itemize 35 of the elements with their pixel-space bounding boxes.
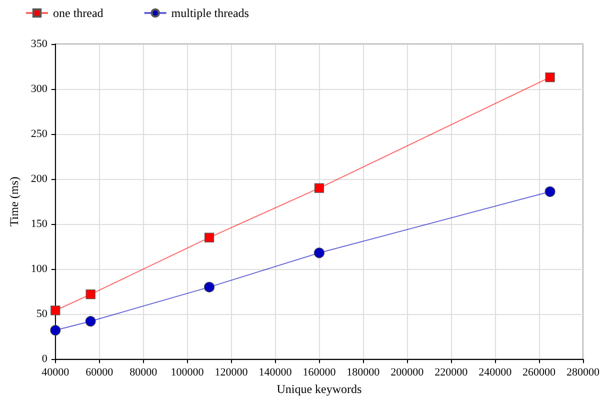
point [314,183,324,193]
x-tick-label: 40000 [42,366,70,379]
point [545,72,555,82]
x-tick-label: 100000 [170,366,204,379]
point [204,232,214,242]
x-tick-label: 180000 [346,366,380,379]
x-tick-label: 120000 [214,366,248,379]
y-tick-label: 0 [42,353,48,366]
x-tick-label: 80000 [130,366,158,379]
x-axis-title: Unique keywords [276,382,362,396]
legend-label: multiple threads [171,6,250,20]
legend-label: one thread [53,6,104,20]
x-tick-label: 280000 [566,366,600,379]
y-tick-label: 150 [30,218,48,230]
y-axis-title: Time (ms) [7,176,21,227]
point [314,248,324,258]
point [544,186,556,197]
x-tick-label: 140000 [258,366,292,379]
x-tick-label: 240000 [478,366,512,379]
point [50,306,60,316]
x-tick-label: 260000 [522,366,556,379]
x-tick-label: 60000 [86,366,114,379]
x-tick-label: 160000 [302,366,336,379]
y-tick-label: 100 [30,263,48,276]
point [86,289,96,300]
y-tick-label: 200 [30,173,48,186]
point [85,316,96,327]
y-tick-label: 250 [30,128,48,140]
point [204,282,215,292]
y-tick-label: 300 [30,83,48,96]
x-tick-label: 220000 [434,366,468,379]
x-tick-label: 200000 [390,366,424,379]
y-tick-label: 50 [36,308,48,320]
point [50,324,61,336]
y-tick-label: 350 [30,38,48,50]
